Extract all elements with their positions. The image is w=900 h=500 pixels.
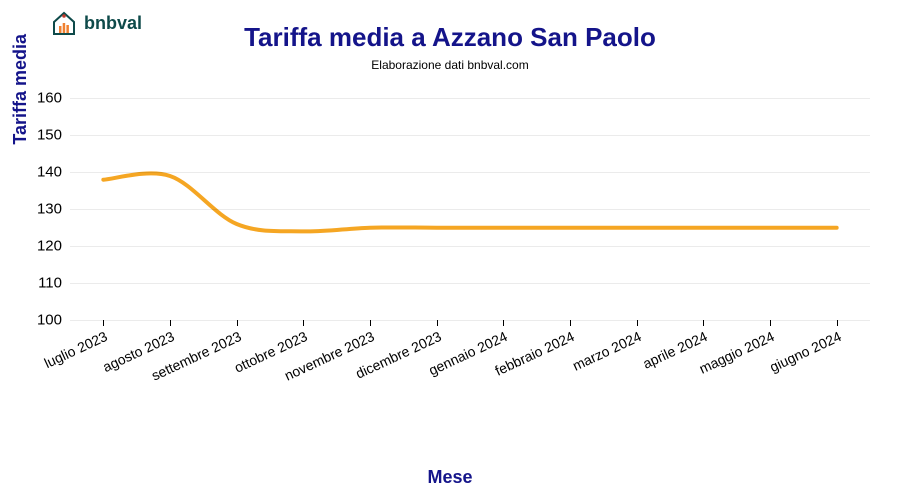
chart-title: Tariffa media a Azzano San Paolo — [0, 22, 900, 53]
x-tick-label: maggio 2024 — [697, 328, 777, 377]
x-ticks-container: luglio 2023agosto 2023settembre 2023otto… — [70, 320, 870, 440]
y-tick-label: 130 — [37, 201, 62, 218]
x-tick-mark — [637, 320, 638, 326]
y-axis-title: Tariffa media — [10, 34, 31, 145]
x-axis-title: Mese — [0, 467, 900, 488]
x-tick-label: luglio 2023 — [42, 328, 110, 371]
plot-area: 100110120130140150160 — [70, 80, 870, 320]
y-tick-label: 120 — [37, 238, 62, 255]
x-tick-mark — [837, 320, 838, 326]
x-tick-mark — [503, 320, 504, 326]
x-tick-mark — [170, 320, 171, 326]
x-tick-mark — [437, 320, 438, 326]
x-tick-mark — [237, 320, 238, 326]
y-tick-label: 160 — [37, 90, 62, 107]
y-tick-label: 110 — [38, 275, 62, 292]
x-tick-mark — [770, 320, 771, 326]
x-tick-label: marzo 2024 — [570, 328, 644, 374]
gridline — [70, 135, 870, 136]
gridline — [70, 172, 870, 173]
x-tick-mark — [303, 320, 304, 326]
gridline — [70, 209, 870, 210]
y-tick-label: 140 — [37, 164, 62, 181]
y-tick-label: 100 — [37, 312, 62, 329]
x-tick-mark — [103, 320, 104, 326]
x-tick-mark — [570, 320, 571, 326]
gridline — [70, 283, 870, 284]
x-tick-mark — [703, 320, 704, 326]
y-tick-label: 150 — [37, 127, 62, 144]
x-tick-label: giugno 2024 — [767, 328, 844, 375]
gridline — [70, 98, 870, 99]
x-tick-mark — [370, 320, 371, 326]
chart-subtitle: Elaborazione dati bnbval.com — [0, 58, 900, 72]
gridline — [70, 246, 870, 247]
